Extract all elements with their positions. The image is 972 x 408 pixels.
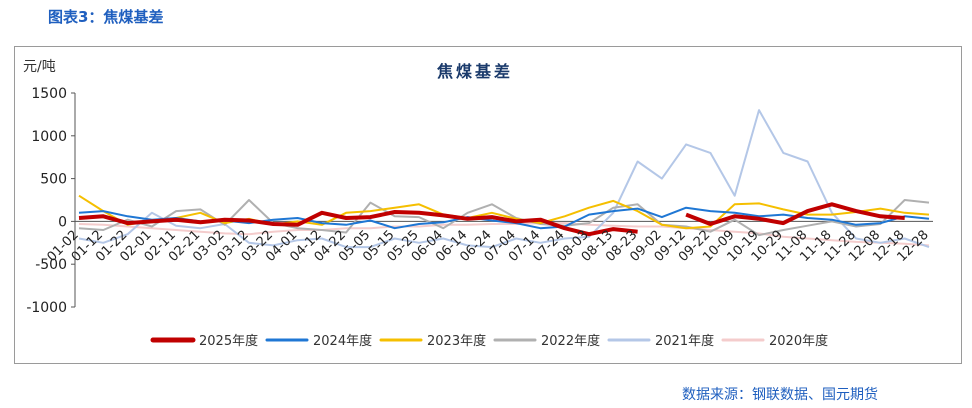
legend-label: 2025年度 [199,333,258,349]
y-tick-label: 1500 [31,86,67,102]
legend-label: 2020年度 [769,333,828,349]
y-axis-label: 元/吨 [23,59,56,75]
axes: -1000 -500 0 500 1000 1500 [26,86,933,316]
legend: 2025年度 2024年度 2023年度 2022年度 2021年度 2020年度 [150,333,828,349]
chart-panel: 焦煤基差 元/吨 -1000 -500 0 500 1000 1500 01-02 01-1… [14,46,962,364]
legend-label: 2023年度 [427,333,486,349]
legend-label: 2024年度 [313,333,372,349]
series-line-2020年度 [78,222,930,247]
y-tick-label: 1000 [31,129,67,145]
chart-title: 焦煤基差 [436,62,513,81]
legend-label: 2021年度 [655,333,714,349]
source-note: 数据来源：钢联数据、国元期货 [682,387,878,403]
y-tick-label: -500 [35,257,67,273]
y-tick-label: 500 [40,172,67,188]
series-line-2025年度 [78,202,905,237]
y-tick-label: -1000 [26,300,67,316]
series-line-2021年度 [78,109,930,249]
legend-label: 2022年度 [541,333,600,349]
figure-title: 图表3：焦煤基差 [48,8,164,26]
y-tick-label: 0 [58,214,67,230]
series-layer [78,109,930,249]
